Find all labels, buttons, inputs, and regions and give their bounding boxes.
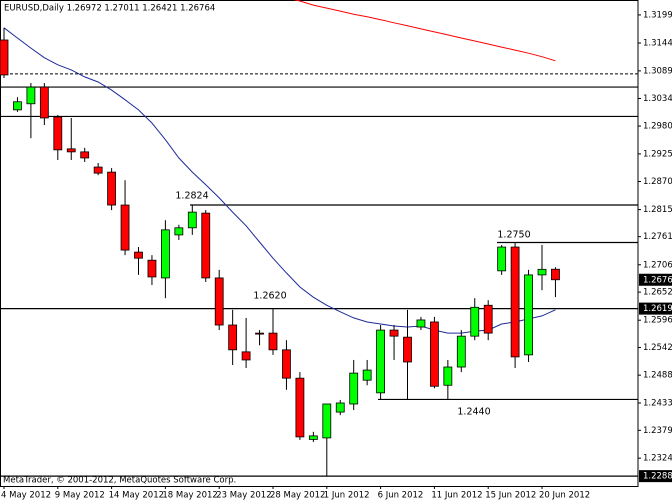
candle-body <box>524 274 533 356</box>
candle-body <box>295 377 305 438</box>
candle-body <box>443 366 453 386</box>
candle-body <box>174 227 184 236</box>
y-tick-label: 1.30345 <box>643 94 672 104</box>
candle-body <box>66 148 76 153</box>
x-tick-label: 1 Jun 2012 <box>324 491 370 501</box>
candle-body <box>134 251 143 259</box>
candle-body <box>349 372 359 405</box>
candle-body <box>308 435 318 440</box>
candle-body <box>147 259 157 278</box>
x-tick-label: 20 Jun 2012 <box>539 491 590 501</box>
y-tick-label: 1.31440 <box>643 39 672 49</box>
y-tick-label: 1.31995 <box>643 10 672 20</box>
candle-body <box>510 246 520 358</box>
candle-body <box>26 86 36 105</box>
y-tick-label: 1.28705 <box>643 177 672 187</box>
y-tick-label: 1.24880 <box>643 371 672 381</box>
candle-body <box>429 321 439 387</box>
x-tick-label: 6 Jun 2012 <box>378 491 424 501</box>
footer: MetaTrader, © 2001-2012, MetaQuotes Soft… <box>3 476 236 486</box>
price-box <box>639 302 672 315</box>
candle-body <box>187 211 197 229</box>
candle-body <box>376 329 386 394</box>
price-label: 1.22885 <box>643 472 672 482</box>
candle-body <box>53 116 63 151</box>
y-tick-label: 1.27060 <box>643 260 672 270</box>
candle-body <box>39 86 49 119</box>
candle-body <box>403 336 412 363</box>
candle-body <box>551 268 560 281</box>
price-label: 1.26764 <box>643 275 672 285</box>
annotation: 1.2750 <box>497 230 530 241</box>
x-tick-label: 15 Jun 2012 <box>485 491 536 501</box>
y-tick-label: 1.25965 <box>643 316 672 326</box>
moving-average <box>293 0 556 62</box>
candle-body <box>93 166 103 174</box>
x-tick-label: 14 May 2012 <box>109 491 164 501</box>
candle-body <box>456 335 466 368</box>
y-tick-label: 1.25425 <box>643 343 672 353</box>
candle-body <box>268 332 278 351</box>
y-tick-label: 1.29250 <box>643 149 672 159</box>
chart-title: EURUSD,Daily 1.26972 1.27011 1.26421 1.2… <box>4 4 215 14</box>
y-tick-label: 1.29800 <box>643 122 672 132</box>
moving-average <box>3 27 556 334</box>
candle-body <box>228 324 238 351</box>
candle-body <box>120 204 130 251</box>
x-tick-label: 28 May 2012 <box>270 491 325 501</box>
y-tick-label: 1.27615 <box>643 232 672 242</box>
y-tick-label: 1.30890 <box>643 66 672 76</box>
candle-body <box>241 351 251 361</box>
candle-body <box>483 304 493 334</box>
x-tick-label: 23 May 2012 <box>216 491 271 501</box>
candle-body <box>416 319 426 328</box>
candle-body <box>389 329 399 337</box>
candle-body <box>80 151 90 159</box>
candle-body <box>13 101 22 111</box>
y-tick-label: 1.23790 <box>643 426 672 436</box>
candle-body <box>282 349 291 379</box>
annotation: 1.2440 <box>457 407 490 418</box>
plot-frame <box>0 0 639 487</box>
y-tick-label: 1.28150 <box>643 205 672 215</box>
price-box <box>639 273 672 286</box>
candle-body <box>537 268 547 276</box>
price-box <box>639 470 672 483</box>
candle-body <box>335 402 345 413</box>
candle-body <box>201 212 211 279</box>
x-tick-label: 9 May 2012 <box>55 491 105 501</box>
x-tick-label: 11 Jun 2012 <box>431 491 482 501</box>
candle-body <box>322 403 332 439</box>
price-label: 1.26194 <box>643 304 672 314</box>
annotation: 1.2620 <box>253 291 286 302</box>
candle-body <box>0 39 9 76</box>
candle-body <box>497 246 507 272</box>
candle-body <box>214 277 224 326</box>
y-tick-label: 1.23240 <box>643 454 672 464</box>
y-tick-label: 1.24330 <box>643 398 672 408</box>
annotation: 1.2824 <box>175 191 208 202</box>
x-tick-label: 4 May 2012 <box>1 491 51 501</box>
candle-body <box>470 306 480 337</box>
y-tick-label: 1.26520 <box>643 288 672 298</box>
candle-body <box>107 171 116 206</box>
plot-area <box>0 0 638 477</box>
candle-body <box>255 332 264 335</box>
candle-body <box>362 369 372 381</box>
x-tick-label: 18 May 2012 <box>162 491 217 501</box>
candle-body <box>160 229 170 279</box>
